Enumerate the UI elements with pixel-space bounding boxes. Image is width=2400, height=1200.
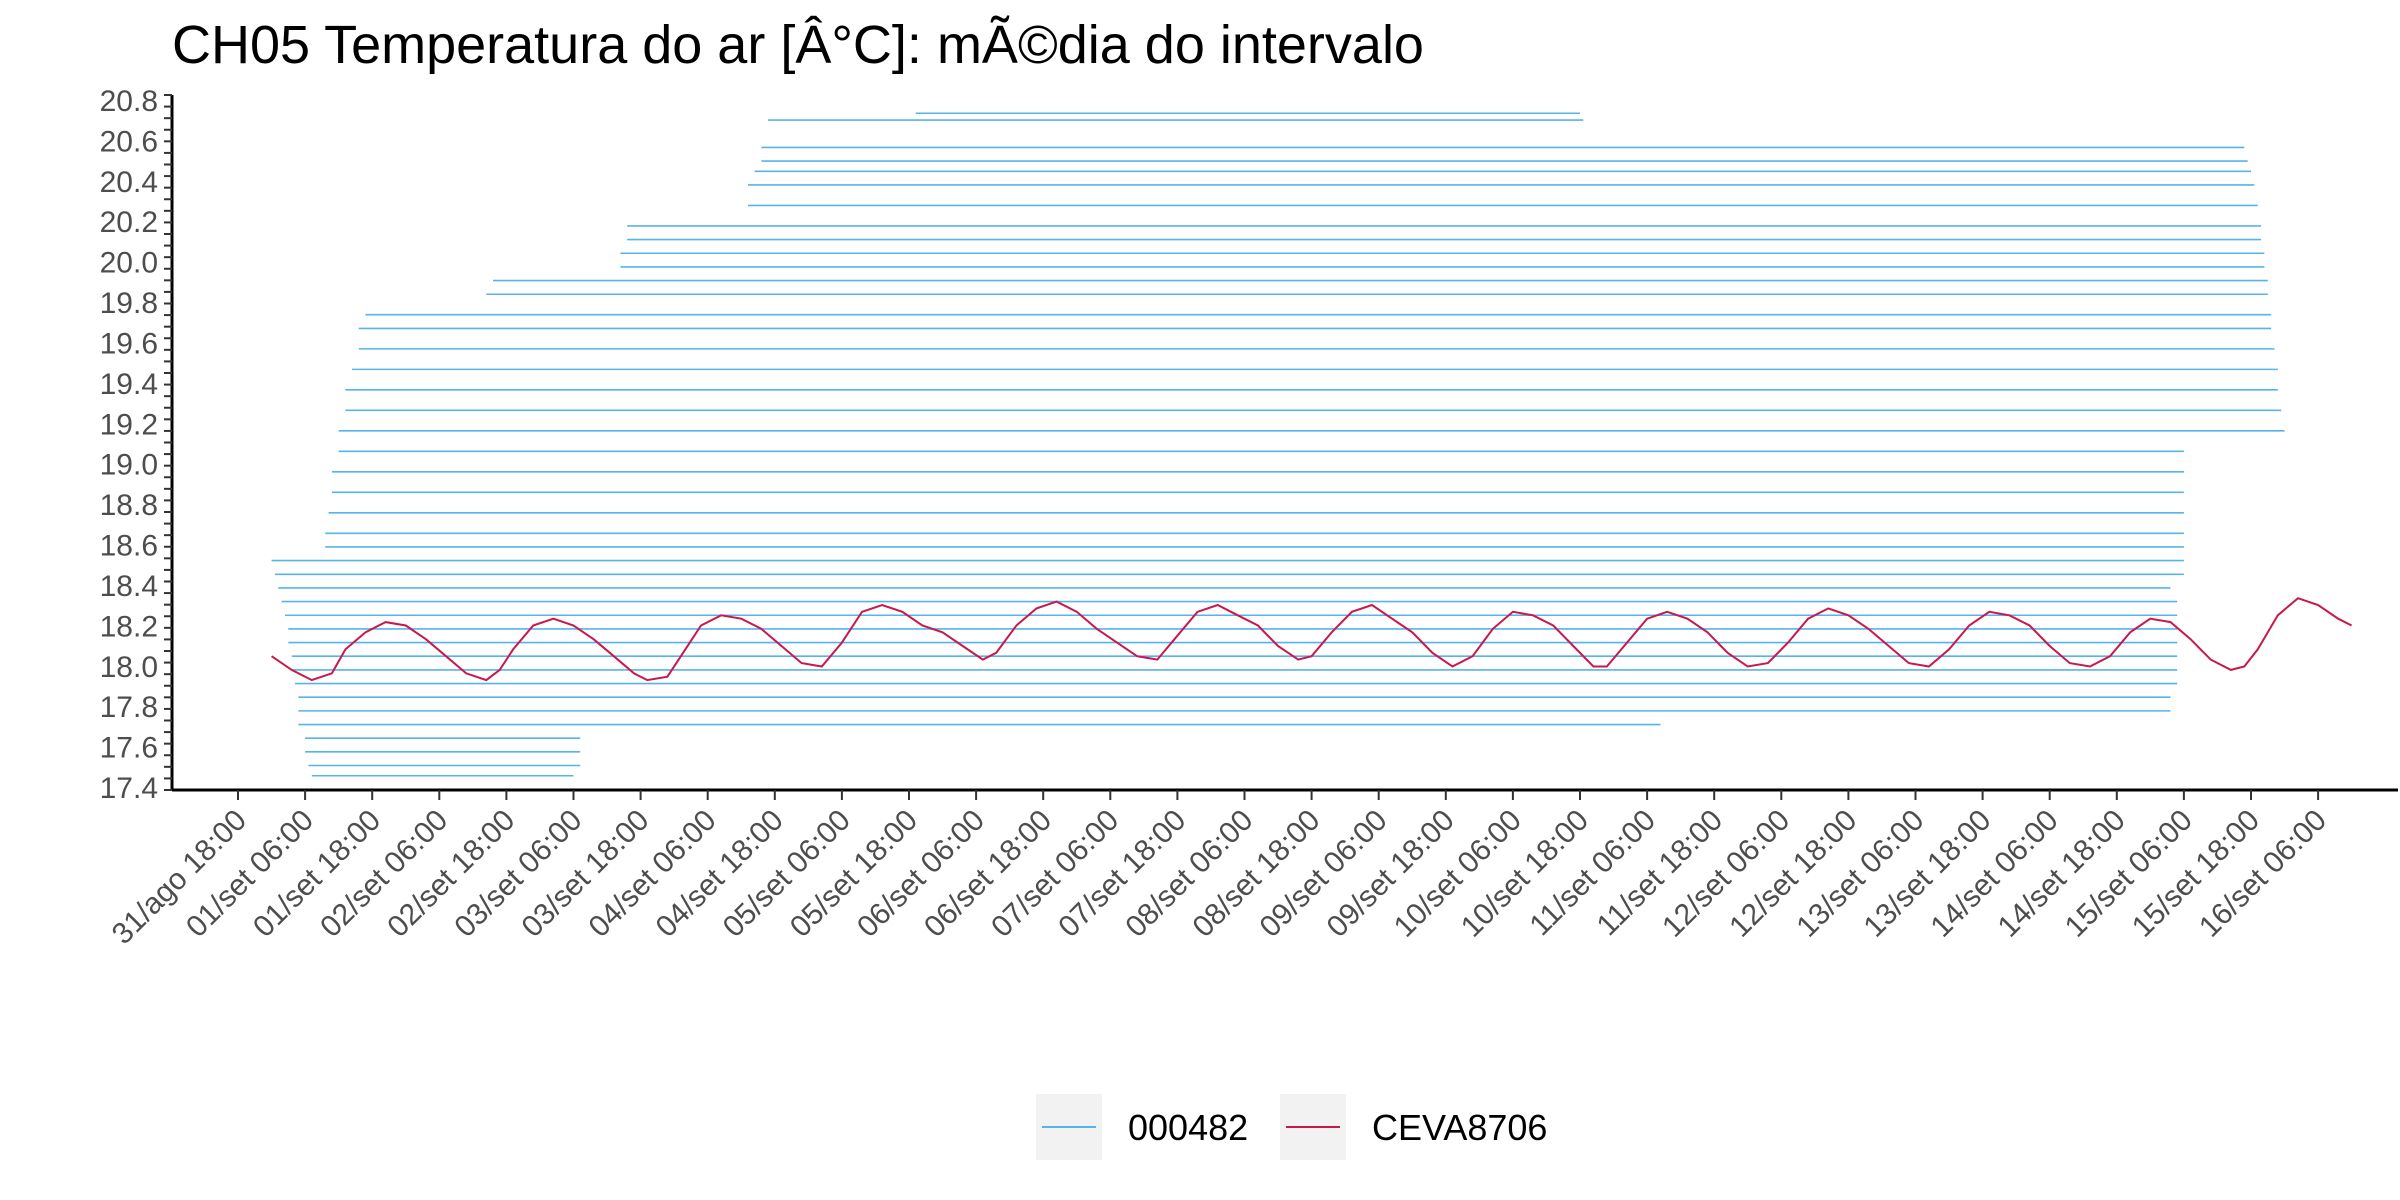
y-tick-label: 19.2 [100, 408, 158, 441]
legend-label: 000482 [1128, 1107, 1248, 1148]
y-tick-label: 20.0 [100, 247, 158, 280]
series-ceva8706-line [271, 597, 2353, 682]
legend: 000482 CEVA8706 [1036, 1094, 1547, 1160]
y-tick-label: 20.8 [100, 85, 158, 118]
y-tick-label: 19.6 [100, 327, 158, 360]
y-tick-label: 20.4 [100, 166, 158, 199]
y-tick-label: 19.8 [100, 287, 158, 320]
y-tick-label: 18.6 [100, 530, 158, 563]
y-tick-label: 18.2 [100, 610, 158, 643]
y-tick-label: 20.2 [100, 206, 158, 239]
y-tick-label: 18.4 [100, 570, 158, 603]
y-tick-label: 17.8 [100, 691, 158, 724]
y-tick-label: 20.6 [100, 125, 158, 158]
y-tick-label: 17.6 [100, 732, 158, 765]
legend-label: CEVA8706 [1372, 1107, 1547, 1148]
y-tick-label: 17.4 [100, 772, 158, 805]
y-tick-label: 19.0 [100, 449, 158, 482]
y-tick-label: 19.4 [100, 368, 158, 401]
chart-title: CH05 Temperatura do ar [Â°C]: mÃ©dia do … [172, 15, 1424, 75]
series-ceva8706 [271, 597, 2353, 682]
series-000482 [271, 112, 2285, 777]
y-axis: 17.4 17.6 17.8 18.0 18.2 18.4 18.6 18.8 19.0 19.2… [100, 85, 174, 805]
y-tick-label: 18.0 [100, 651, 158, 684]
y-tick-label: 18.8 [100, 489, 158, 522]
